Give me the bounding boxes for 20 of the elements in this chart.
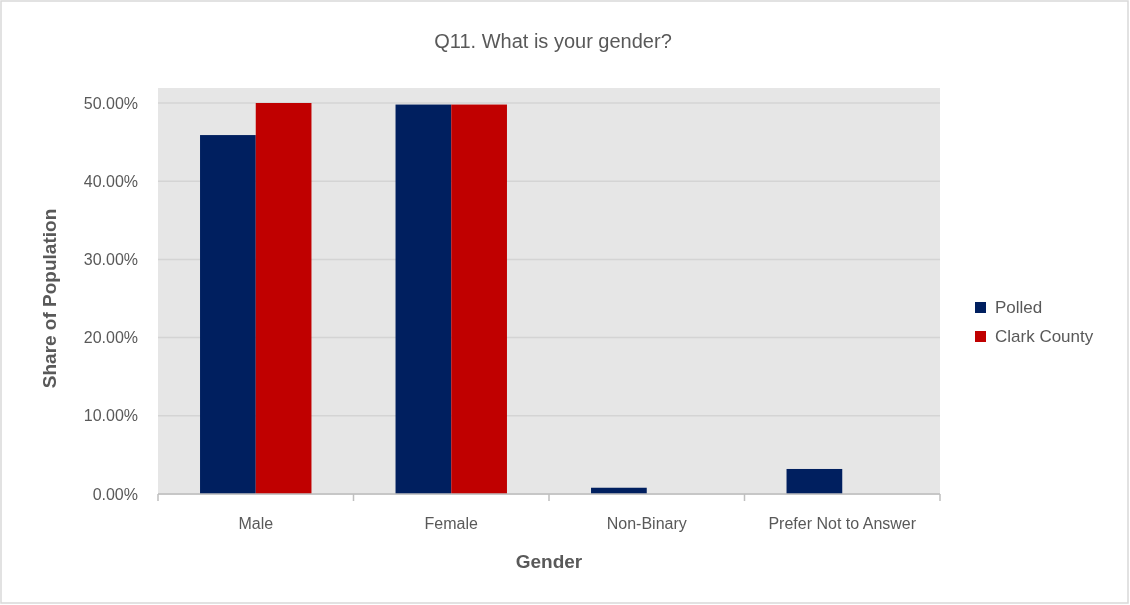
y-tick-label: 40.00% xyxy=(83,172,138,190)
y-tick-label: 20.00% xyxy=(83,329,138,347)
bar xyxy=(200,135,256,494)
bar xyxy=(786,468,843,494)
x-tick-label: Male xyxy=(238,515,274,532)
legend-label: Polled xyxy=(995,298,1043,317)
legend-label: Clark County xyxy=(995,327,1094,346)
x-tick-label: Female xyxy=(424,515,479,532)
y-axis-title: Share of Population xyxy=(39,208,60,389)
y-tick-label: 30.00% xyxy=(83,251,138,268)
y-tick-label: 50.00% xyxy=(83,94,138,112)
x-tick-label: Non-Binary xyxy=(606,515,687,532)
y-tick-label: 10.00% xyxy=(83,407,138,425)
bar xyxy=(395,104,452,494)
y-tick-label: 0.00% xyxy=(92,485,138,503)
bar xyxy=(451,104,507,494)
chart-title: Q11. What is your gender? xyxy=(434,30,672,52)
x-tick-label: Prefer Not to Answer xyxy=(768,515,917,532)
x-axis-title: Gender xyxy=(515,551,583,572)
bar xyxy=(255,103,312,494)
